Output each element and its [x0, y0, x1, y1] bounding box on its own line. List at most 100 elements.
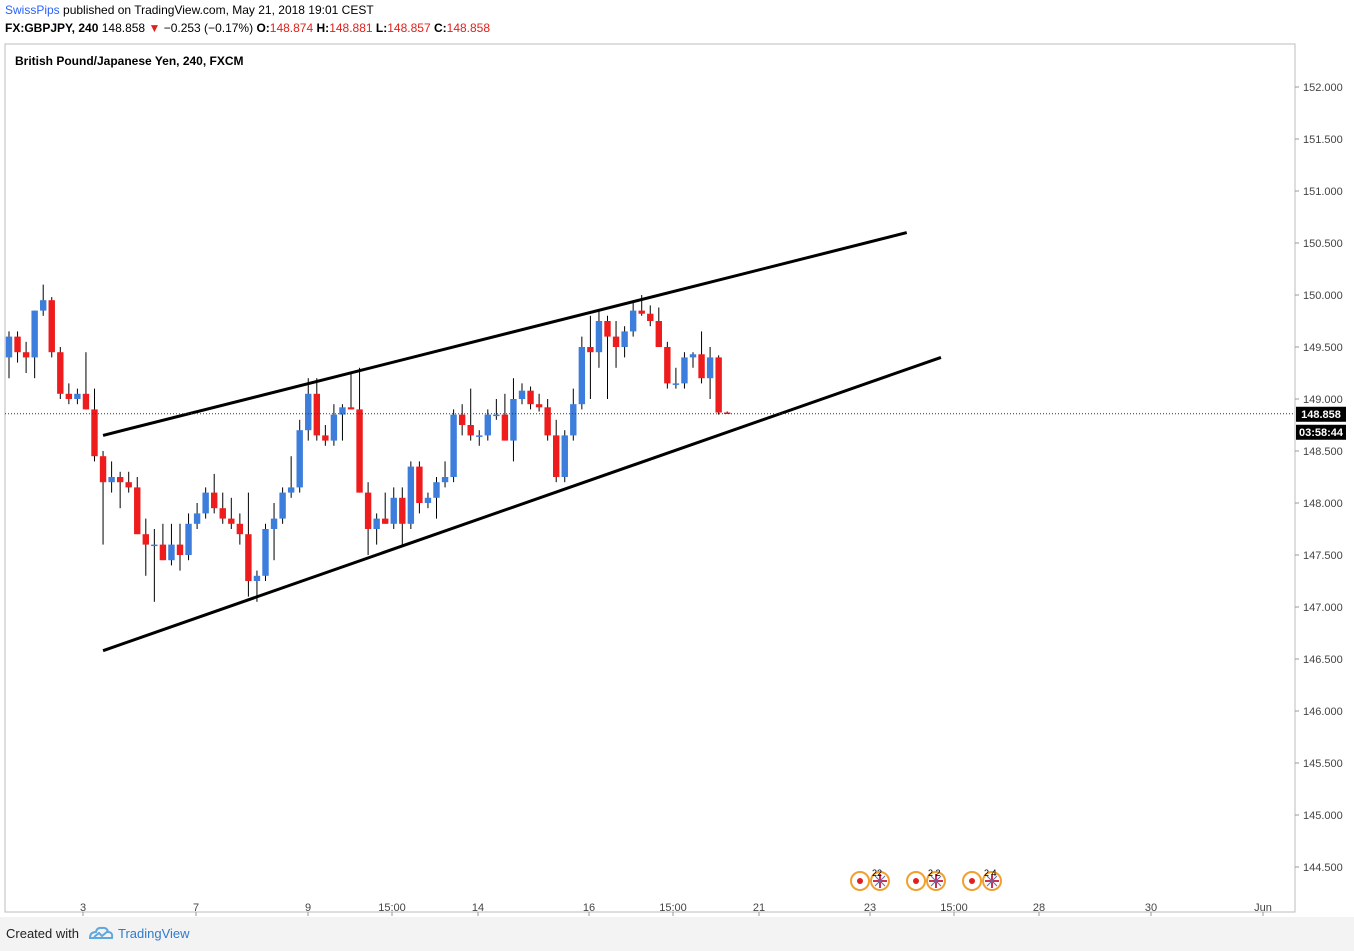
candle-body	[416, 466, 423, 503]
change-down-icon: ▼	[148, 21, 161, 35]
time-tick-label: 16	[583, 902, 595, 914]
last-price-tag: 148.858	[1296, 406, 1346, 422]
candle-body	[510, 399, 517, 441]
price-tick-label: 144.500	[1303, 862, 1343, 874]
candle-body	[399, 497, 406, 524]
candle-body	[553, 435, 560, 477]
candle-body	[347, 407, 355, 410]
candle-body	[578, 347, 586, 405]
candle	[202, 487, 209, 519]
candle-body	[724, 412, 731, 415]
candle	[74, 388, 81, 405]
economic-event[interactable]: 2 2	[906, 868, 946, 891]
tradingview-link[interactable]: TradingView	[118, 926, 190, 941]
time-tick-label: 3	[80, 902, 86, 914]
time-tick-label: 23	[864, 902, 876, 914]
candle	[159, 523, 167, 561]
channel-lower-line[interactable]	[102, 355, 942, 653]
candle-body	[621, 331, 628, 347]
candle	[142, 518, 149, 576]
candle-body	[40, 300, 47, 311]
price-chart[interactable]: British Pound/Japanese Yen, 240, FXCM 15…	[0, 0, 1354, 917]
economic-event[interactable]: 22	[850, 868, 890, 891]
candle	[347, 373, 355, 410]
time-tick-label: 21	[753, 902, 765, 914]
candle	[40, 284, 47, 316]
candle	[305, 378, 312, 441]
candle	[296, 419, 303, 493]
candle	[125, 471, 132, 493]
event-count: 22	[872, 868, 882, 878]
time-tick-label: 14	[472, 902, 484, 914]
tradingview-logo-icon[interactable]	[88, 925, 114, 941]
candle	[48, 297, 55, 358]
candle	[518, 383, 526, 405]
candle-body	[176, 544, 184, 555]
candle-body	[82, 393, 90, 410]
candle-body	[681, 357, 688, 384]
candle-body	[142, 534, 149, 545]
high-value: 148.881	[329, 21, 373, 35]
candle-body	[14, 336, 21, 353]
candle-body	[484, 414, 491, 436]
candle	[322, 425, 329, 446]
candle	[245, 492, 252, 597]
candle	[621, 326, 628, 358]
candle	[450, 409, 457, 483]
candle	[595, 310, 603, 368]
candle-body	[168, 544, 175, 561]
candle-body	[689, 354, 697, 358]
last-price-value: 148.858	[101, 21, 146, 35]
candle-body	[193, 513, 201, 524]
candle	[270, 503, 278, 561]
candle-body	[219, 508, 226, 519]
candle-body	[211, 492, 218, 509]
candle-body	[373, 518, 380, 529]
symbol-label: FX:GBPJPY, 240	[5, 21, 99, 35]
candle-body	[501, 414, 509, 441]
price-axis[interactable]: 152.000 151.500 151.000 150.500 150.000 149.5…	[1295, 82, 1343, 874]
trendlines-group	[102, 231, 942, 653]
time-tick-label: 15:00	[940, 902, 968, 914]
candle-body	[322, 435, 329, 441]
publisher-link[interactable]: SwissPips	[5, 3, 60, 17]
economic-events[interactable]: 22 2 2 2 4	[850, 868, 1002, 891]
candle	[553, 419, 560, 483]
candle	[228, 497, 235, 529]
price-tick-label: 147.500	[1303, 550, 1343, 562]
candle	[416, 461, 423, 514]
candle	[134, 477, 141, 535]
candle	[364, 482, 372, 555]
candle-body	[339, 407, 346, 415]
candle-body	[433, 482, 440, 498]
candle-body	[476, 435, 483, 437]
candle-body	[236, 523, 244, 535]
economic-event[interactable]: 2 4	[962, 868, 1002, 891]
time-axis[interactable]: 3 7 9 15:00 14 16 15:00 21 23 15:00 28 30 Jun	[80, 902, 1272, 916]
price-tick-label: 149.500	[1303, 342, 1343, 354]
candle-body	[698, 354, 705, 379]
candle-body	[57, 352, 64, 394]
price-tick-label: 145.000	[1303, 810, 1343, 822]
candle	[527, 386, 534, 410]
candle-body	[612, 336, 620, 347]
candle-body	[296, 430, 303, 488]
candle-body	[535, 404, 543, 408]
chart-legend-title: British Pound/Japanese Yen, 240, FXCM	[15, 54, 244, 68]
time-tick-label: 15:00	[378, 902, 406, 914]
candle	[587, 315, 594, 399]
candle	[373, 513, 380, 545]
candle-body	[245, 534, 252, 581]
candle-body	[647, 313, 654, 321]
candle-body	[5, 336, 13, 358]
candle-body	[228, 518, 235, 524]
channel-upper-line[interactable]	[102, 231, 908, 437]
change-value: −0.253 (−0.17%)	[163, 21, 254, 35]
countdown-tag: 03:58:44	[1296, 424, 1346, 440]
time-tick-label: 28	[1033, 902, 1045, 914]
candle	[185, 513, 192, 561]
candle	[458, 404, 466, 436]
candle-body	[270, 518, 278, 529]
open-label: O:	[256, 21, 270, 35]
candle-body	[450, 414, 457, 477]
